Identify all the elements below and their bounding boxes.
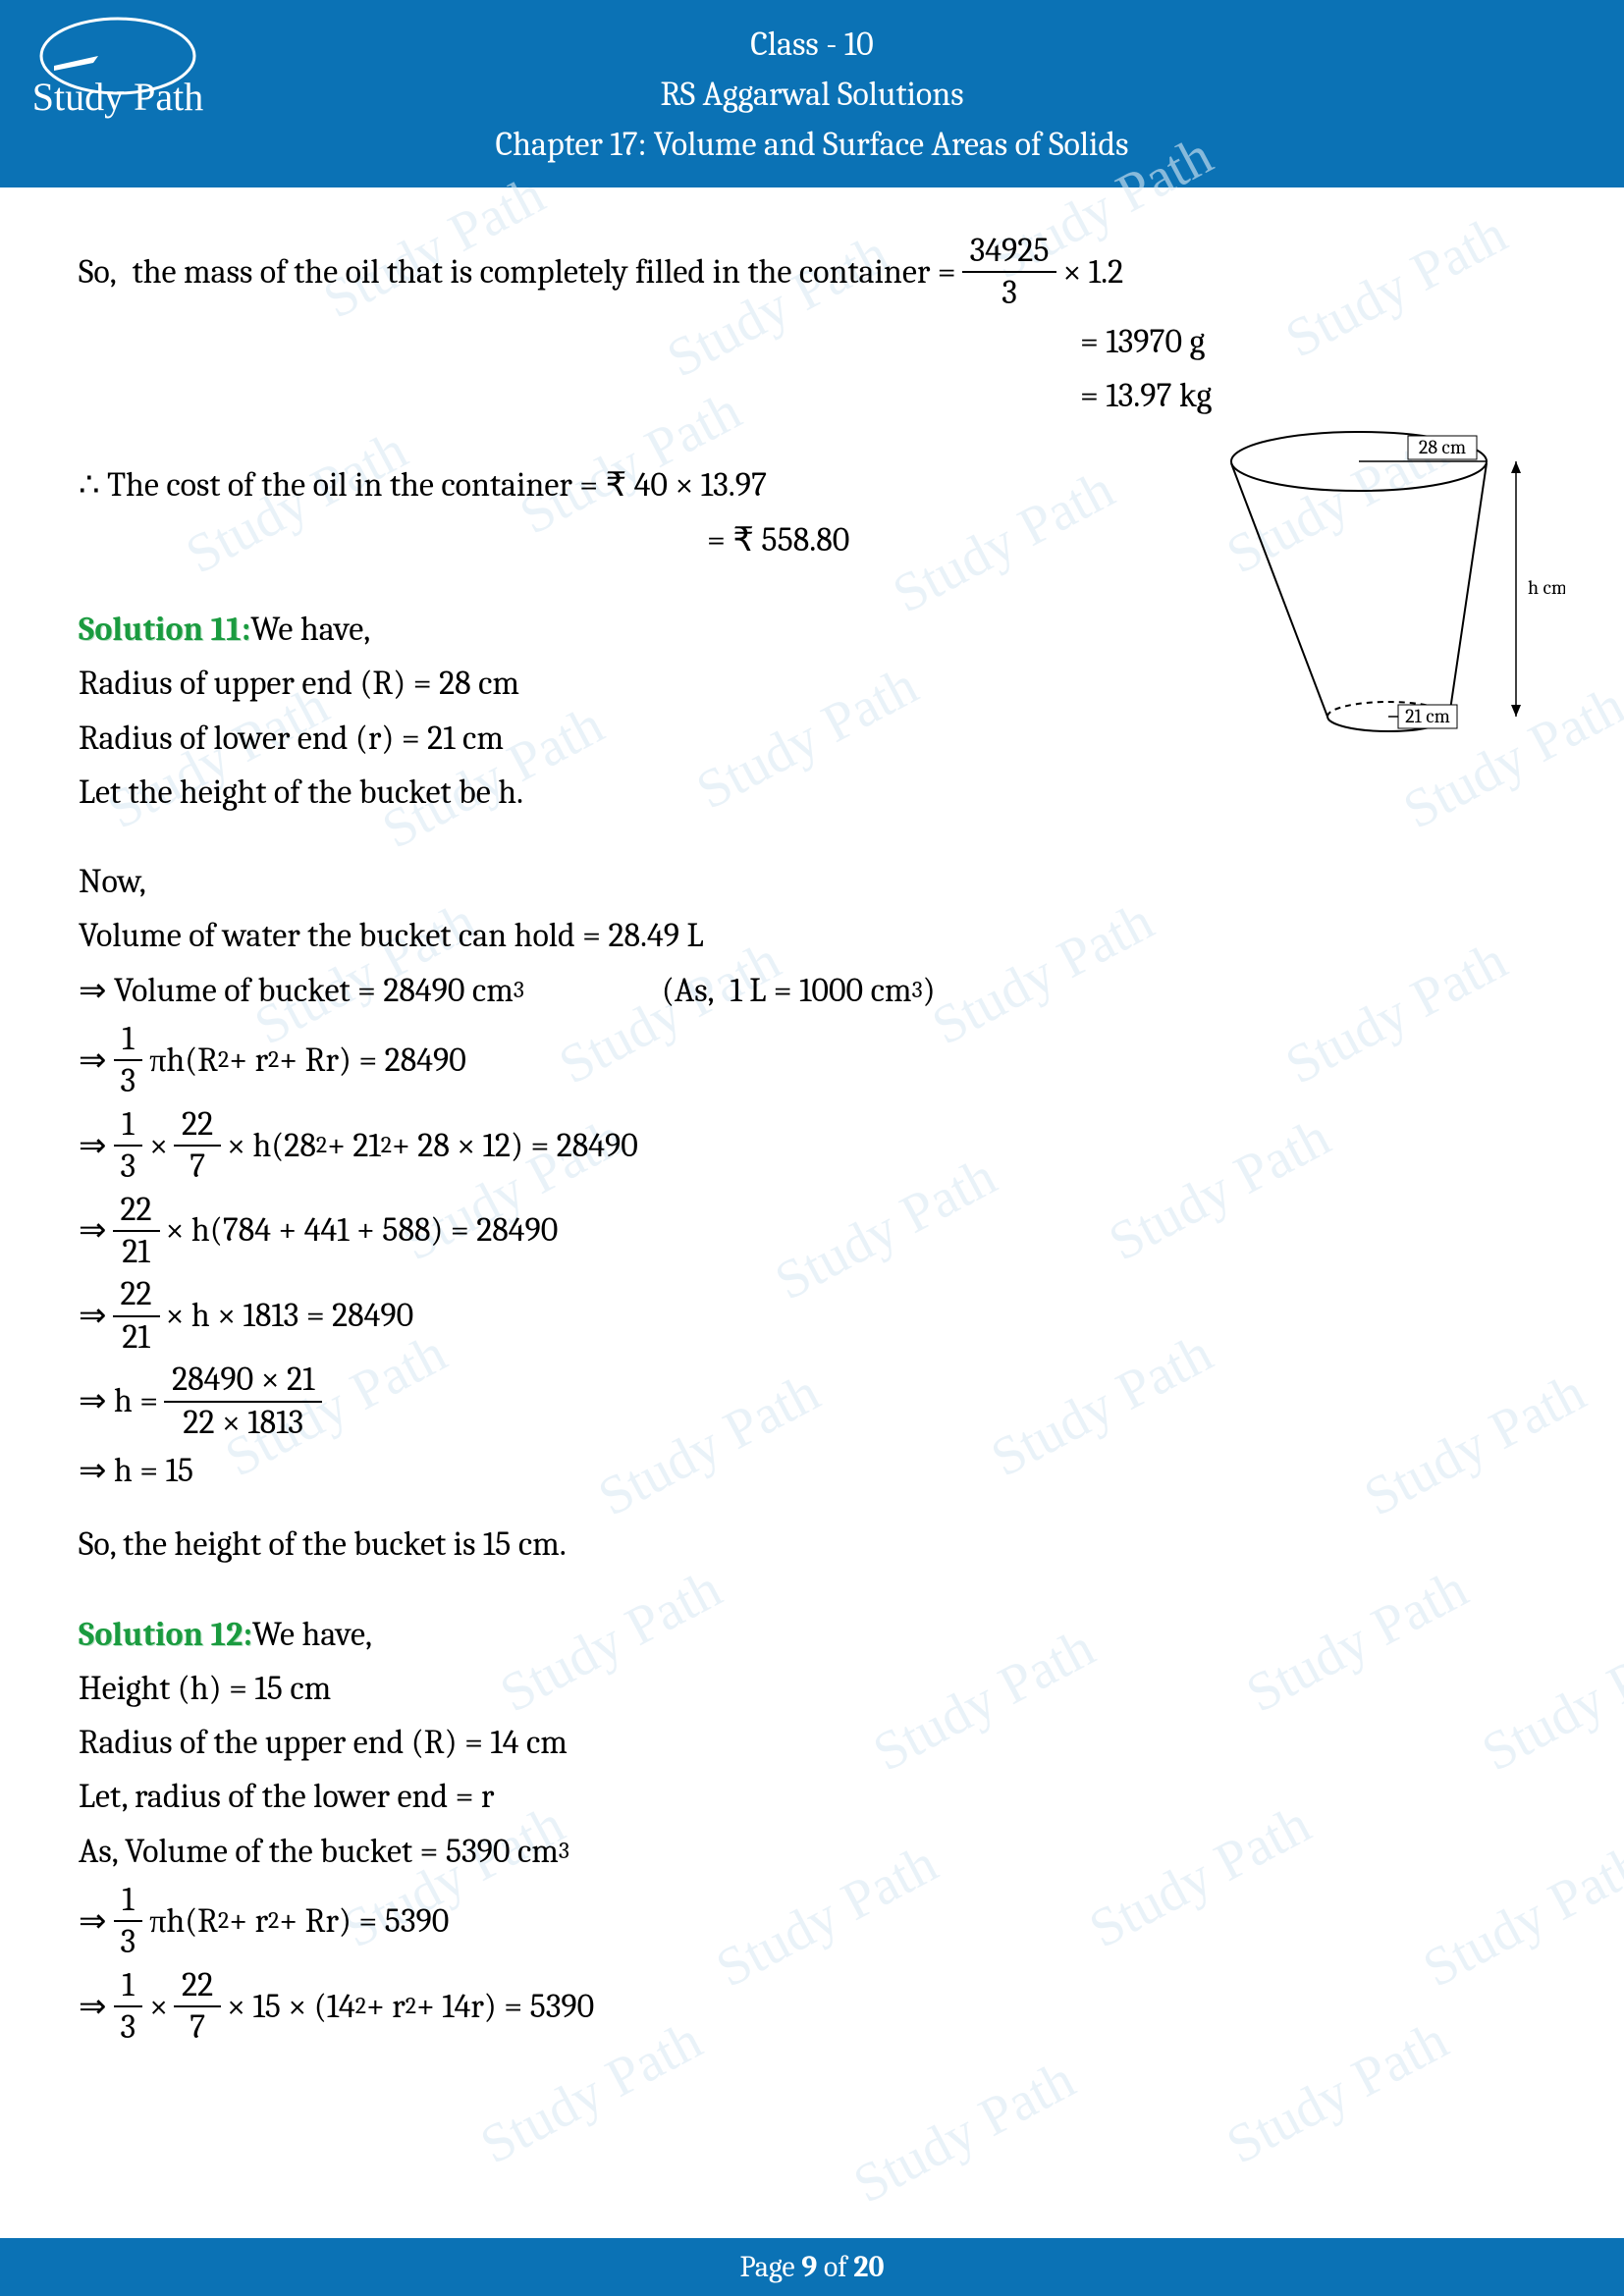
fraction: 34925 3: [962, 233, 1057, 312]
s11-eq4: ⇒ 2221 × h × 1813 = 28490: [79, 1276, 1545, 1356]
s12-l3: Let, radius of the lower end = r: [79, 1773, 1545, 1821]
logo-svg: Study Path: [29, 12, 206, 120]
s12-eq2: ⇒ 13 × 227 × 15 × (142 + r2 + 14r) = 539…: [79, 1967, 1545, 2047]
s11-eq1: ⇒ 13 πh(R2 + r2 + Rr) = 28490: [79, 1021, 1545, 1100]
cost-line-2: = ₹ 558.80: [79, 516, 1545, 564]
s11-l4: Volume of water the bucket can hold = 28…: [79, 912, 1545, 960]
s11-conclusion: So, the height of the bucket is 15 cm.: [79, 1521, 1545, 1569]
solution-11-label: Solution 11:: [79, 606, 250, 654]
header-class: Class - 10: [0, 20, 1624, 70]
logo: Study Path: [29, 12, 206, 120]
svg-text:Study Path: Study Path: [32, 75, 203, 119]
s11-eq5: ⇒ h = 28490 × 2122 × 1813: [79, 1362, 1545, 1441]
s12-l2: Radius of the upper end (R) = 14 cm: [79, 1719, 1545, 1767]
s11-l3: Let the height of the bucket be h.: [79, 769, 1545, 817]
s11-eq2: ⇒ 13 × 227 × h(282 + 212 + 28 × 12) = 28…: [79, 1106, 1545, 1186]
s11-l5: ⇒ Volume of bucket = 28490 cm3 (As, 1 L …: [79, 967, 1545, 1015]
s11-l1: Radius of upper end (R) = 28 cm: [79, 660, 1545, 708]
s11-eq6: ⇒ h = 15: [79, 1447, 1545, 1495]
header-chapter: Chapter 17: Volume and Surface Areas of …: [0, 120, 1624, 170]
page-footer: Page 9 of 20: [0, 2238, 1624, 2296]
page-header: Study Path Class - 10 RS Aggarwal Soluti…: [0, 0, 1624, 187]
cost-line-1: ∴ The cost of the oil in the container =…: [79, 461, 1545, 509]
s12-l4: As, Volume of the bucket = 5390 cm3: [79, 1828, 1545, 1876]
solution-12-label: Solution 12:: [79, 1611, 252, 1659]
s12-l1: Height (h) = 15 cm: [79, 1665, 1545, 1713]
s11-l2: Radius of lower end (r) = 21 cm: [79, 715, 1545, 763]
content: So, the mass of the oil that is complete…: [0, 187, 1624, 2047]
s12-eq1: ⇒ 13 πh(R2 + r2 + Rr) = 5390: [79, 1882, 1545, 1961]
mass-line-2: = 13970 g: [79, 318, 1545, 366]
mass-line-3: = 13.97 kg: [79, 372, 1545, 420]
mass-line-1: So, the mass of the oil that is complete…: [79, 233, 1545, 312]
header-title: RS Aggarwal Solutions: [0, 70, 1624, 120]
s11-eq3: ⇒ 2221 × h(784 + 441 + 588) = 28490: [79, 1192, 1545, 1271]
s11-now: Now,: [79, 858, 1545, 906]
solution-11-heading: Solution 11: We have,: [79, 606, 1545, 654]
solution-12-heading: Solution 12: We have,: [79, 1611, 1545, 1659]
